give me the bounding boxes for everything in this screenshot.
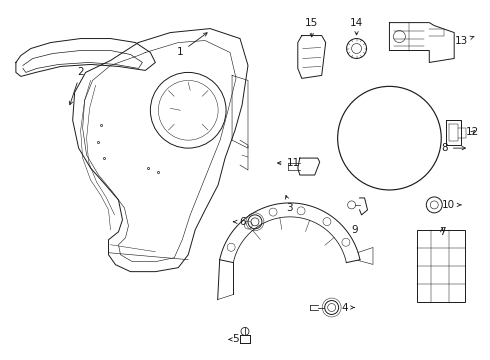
Text: 5: 5 [229,334,239,345]
Text: 2: 2 [69,67,84,105]
Text: 4: 4 [342,302,354,312]
Text: 10: 10 [442,200,461,210]
Text: 6: 6 [234,217,246,227]
Text: 15: 15 [305,18,318,37]
Text: 8: 8 [441,143,465,153]
Text: 14: 14 [350,18,363,35]
Text: 7: 7 [439,227,445,237]
Text: 13: 13 [455,36,474,46]
Text: 1: 1 [177,33,207,58]
Text: 12: 12 [466,127,479,137]
Text: 11: 11 [278,158,300,168]
Text: 9: 9 [351,225,358,235]
Bar [417,230,465,302]
Text: 3: 3 [285,195,293,213]
